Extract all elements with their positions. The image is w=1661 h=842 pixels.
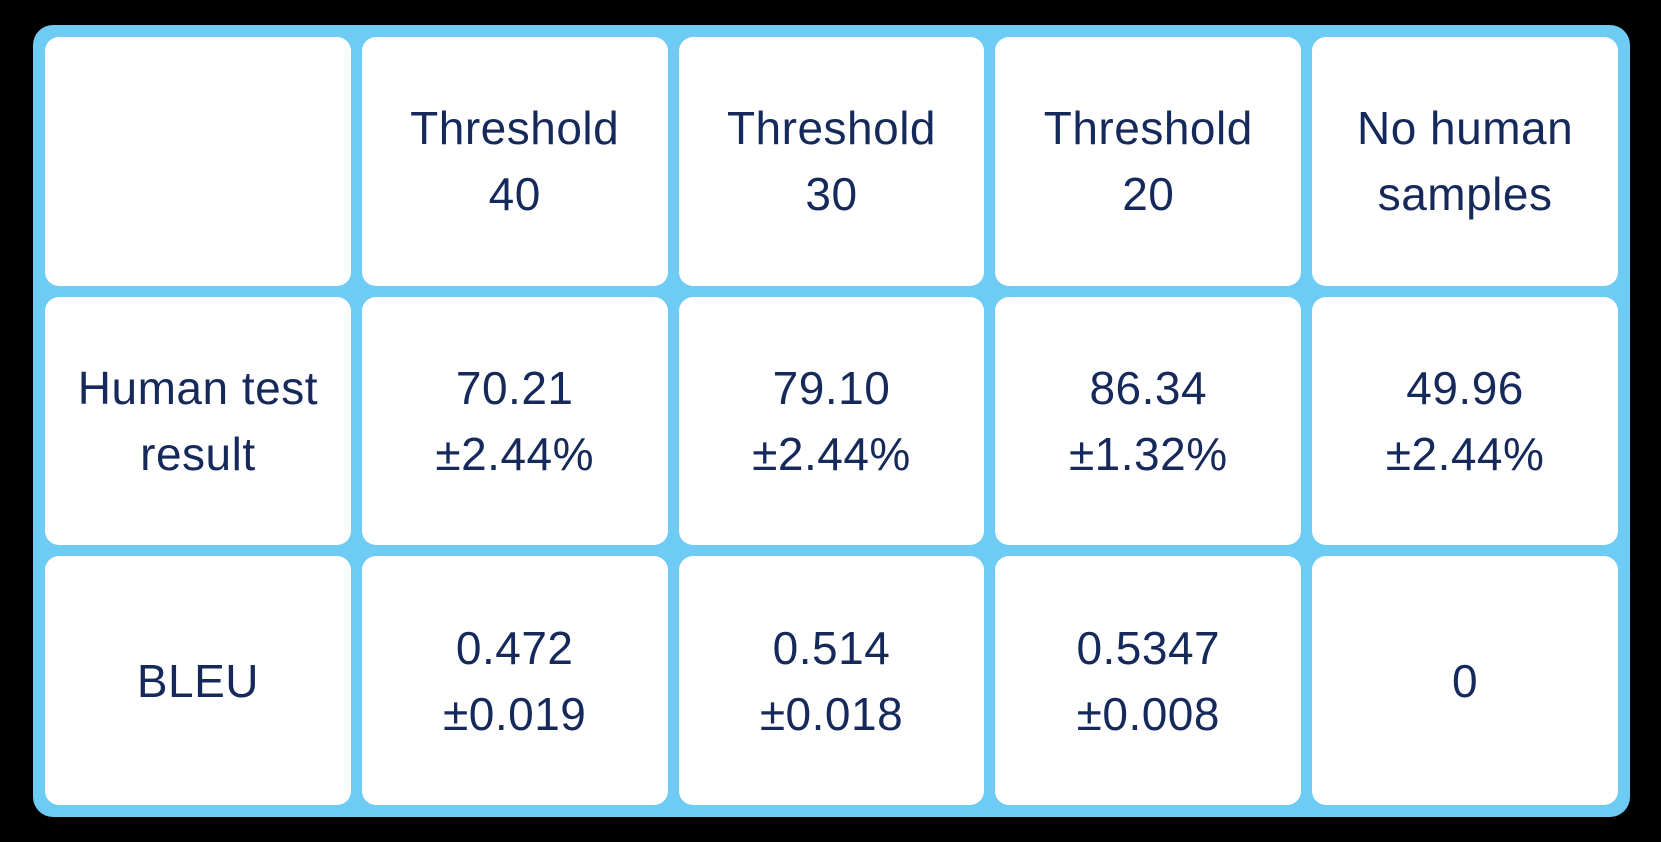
cell-text: Threshold	[410, 102, 620, 155]
cell-value: 49.96	[1406, 361, 1524, 414]
cell-text: BLEU	[136, 654, 259, 707]
cell-text: Threshold	[726, 102, 937, 155]
cell-human-threshold-20: 86.34 ±1.32%	[995, 296, 1302, 546]
cell-uncertainty: ±1.32%	[1068, 427, 1228, 480]
cell-human-no-samples: 49.96 ±2.44%	[1312, 296, 1618, 546]
cell-bleu-threshold-30: 0.514 ±0.018	[678, 556, 985, 805]
cell-human-threshold-30: 79.10 ±2.44%	[678, 296, 985, 546]
row-label-bleu: BLEU	[45, 556, 351, 805]
cell-text: 30	[805, 168, 858, 221]
header-cell-threshold-40: Threshold 40	[361, 37, 668, 286]
cell-uncertainty: ±2.44%	[435, 427, 595, 480]
cell-human-threshold-40: 70.21 ±2.44%	[361, 296, 668, 546]
cell-uncertainty: ±2.44%	[1385, 427, 1545, 480]
header-cell-threshold-30: Threshold 30	[678, 37, 985, 286]
cell-text: Threshold	[1043, 102, 1253, 155]
header-cell-empty	[45, 37, 351, 286]
cell-text: result	[140, 427, 256, 480]
cell-value: 0.514	[772, 621, 891, 674]
cell-value: 0.5347	[1076, 621, 1221, 674]
cell-value: 86.34	[1089, 361, 1208, 414]
cell-uncertainty: ±0.008	[1076, 687, 1220, 740]
cell-text: 20	[1122, 168, 1175, 221]
row-label-human-test-result: Human test result	[45, 296, 351, 546]
cell-value: 70.21	[455, 361, 574, 414]
cell-text: Human test	[77, 361, 318, 414]
cell-uncertainty: ±0.019	[443, 687, 587, 740]
header-cell-threshold-20: Threshold 20	[995, 37, 1302, 286]
results-table: Threshold 40 Threshold 30 Threshold 20 N…	[33, 25, 1630, 817]
cell-text: 40	[488, 168, 541, 221]
cell-text: No human	[1356, 102, 1574, 155]
cell-bleu-threshold-40: 0.472 ±0.019	[361, 556, 668, 805]
header-cell-no-human-samples: No human samples	[1312, 37, 1618, 286]
cell-bleu-no-samples: 0	[1312, 556, 1618, 805]
cell-uncertainty: ±2.44%	[752, 427, 911, 480]
cell-value: 79.10	[772, 361, 891, 414]
cell-uncertainty: ±0.018	[759, 687, 904, 740]
cell-value: 0	[1452, 654, 1479, 707]
cell-bleu-threshold-20: 0.5347 ±0.008	[995, 556, 1302, 805]
cell-value: 0.472	[455, 621, 574, 674]
cell-text: samples	[1377, 168, 1553, 221]
